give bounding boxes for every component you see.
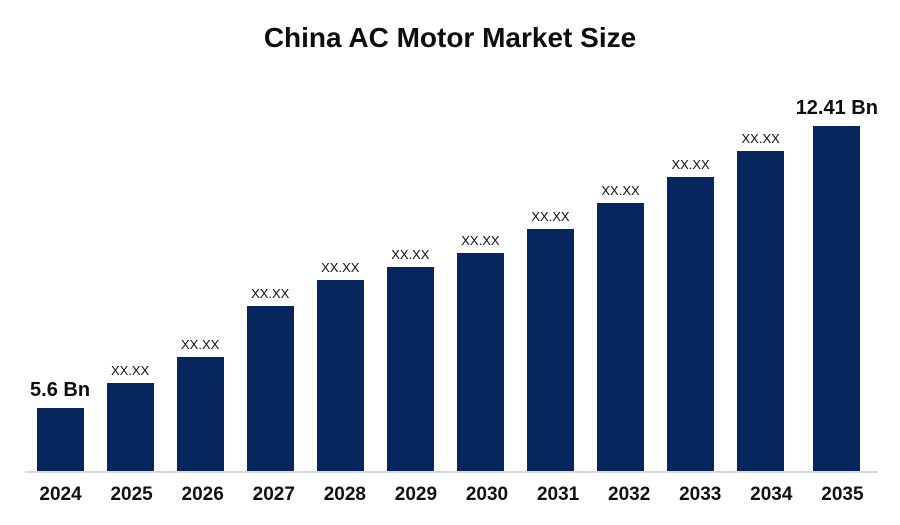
x-tick-label-2035: 2035 [821,484,864,505]
x-tick-label-2032: 2032 [608,484,651,505]
bar-value-label-2024: 5.6 Bn [30,379,91,401]
bar-column-2024: 5.6 Bn [25,379,95,471]
bar-2030 [456,253,504,471]
bar-value-label-2031: XX.XX [531,208,570,224]
x-tick-label-2024: 2024 [39,484,82,505]
bar-2024 [36,408,84,471]
x-tick-label-2031: 2031 [536,484,580,505]
x-tick-label-2026: 2026 [181,484,224,505]
bar-column-2030: XX.XX [445,232,515,471]
bar-column-2025: XX.XX [95,362,165,471]
bar-2035 [813,126,861,471]
bar-value-label-2032: XX.XX [601,182,640,198]
bar-2031 [526,229,574,471]
bar-value-label-2029: XX.XX [391,246,430,262]
bar-2029 [386,267,434,471]
bar-column-2032: XX.XX [586,182,656,471]
x-axis-line [25,471,878,473]
bars-row: 5.6 Bn XX.XX XX.XX XX.XX XX.XX XX.XX XX.XX XX.X… [25,88,878,471]
bar-value-label-2035: 12.41 Bn [795,97,878,119]
chart-title: China AC Motor Market Size [263,22,637,53]
bar-2026 [176,357,224,471]
bar-column-2033: XX.XX [656,156,726,471]
bar-column-2027: XX.XX [235,285,305,471]
bar-column-2035: 12.41 Bn [796,97,878,471]
bar-2028 [316,280,364,471]
bar-column-2026: XX.XX [165,336,235,471]
bar-column-2028: XX.XX [305,259,375,471]
bar-value-label-2025: XX.XX [110,362,150,378]
bar-column-2034: XX.XX [726,130,796,471]
bar-2034 [737,151,785,471]
bar-value-label-2033: XX.XX [671,156,710,172]
x-axis-labels: 2024 2025 2026 2027 2028 2029 2030 2031 2032 2033… [25,484,878,506]
plot-area: 5.6 Bn XX.XX XX.XX XX.XX XX.XX XX.XX XX.XX XX.X… [25,88,878,473]
bar-value-label-2027: XX.XX [251,285,290,301]
x-tick-label-2030: 2030 [465,484,509,505]
bar-value-label-2026: XX.XX [181,336,220,352]
bar-2033 [667,177,715,471]
bar-2027 [246,306,294,471]
x-tick-label-2028: 2028 [323,484,366,505]
x-tick-label-2025: 2025 [110,484,153,505]
x-tick-label-2033: 2033 [679,484,722,505]
x-tick-label-2027: 2027 [252,484,295,505]
bar-value-label-2030: XX.XX [461,232,500,248]
bar-column-2029: XX.XX [375,246,445,471]
x-tick-label-2029: 2029 [394,484,438,505]
bar-value-label-2028: XX.XX [321,259,360,275]
bar-2032 [597,203,645,471]
bar-value-label-2034: XX.XX [741,130,780,146]
x-tick-label-2034: 2034 [750,484,793,505]
bar-2025 [106,383,154,471]
bar-column-2031: XX.XX [515,208,585,471]
